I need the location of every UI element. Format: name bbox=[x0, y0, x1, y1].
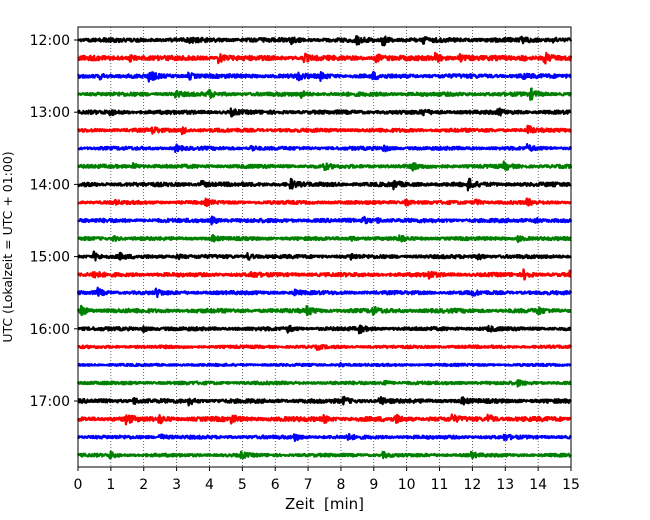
x-tick-label: 7 bbox=[304, 477, 313, 493]
x-axis: 0 1 2 3 4 5 6 7 8 9 10 11 12 13 14 15 bbox=[74, 467, 580, 493]
trace-line bbox=[76, 107, 572, 118]
trace-line bbox=[77, 87, 573, 101]
grid-lines bbox=[110, 27, 539, 467]
trace-line bbox=[77, 361, 572, 368]
x-tick-label: 2 bbox=[139, 477, 148, 493]
x-tick-label: 5 bbox=[238, 477, 247, 493]
x-axis-label: Zeit [min] bbox=[285, 495, 364, 513]
x-tick-label: 8 bbox=[336, 477, 345, 493]
x-tick-label: 11 bbox=[431, 477, 449, 493]
x-tick-label: 10 bbox=[398, 477, 416, 493]
x-tick-label: 3 bbox=[172, 477, 181, 493]
trace-line bbox=[77, 197, 572, 208]
y-axis-label: UTC (Lokalzeit = UTC + 01:00) bbox=[0, 151, 15, 342]
x-tick-label: 6 bbox=[271, 477, 280, 493]
trace-line bbox=[77, 450, 572, 460]
trace-line bbox=[77, 268, 572, 281]
trace-line bbox=[76, 432, 573, 443]
x-tick-label: 1 bbox=[106, 477, 115, 493]
trace-line bbox=[77, 70, 572, 83]
x-tick-label: 4 bbox=[205, 477, 214, 493]
trace-line bbox=[77, 160, 573, 172]
x-tick-label: 14 bbox=[529, 477, 547, 493]
y-tick-label: 16:00 bbox=[30, 322, 70, 338]
trace-line bbox=[76, 379, 572, 388]
trace-line bbox=[77, 250, 572, 262]
seismogram-traces bbox=[76, 34, 573, 460]
y-tick-label: 13:00 bbox=[30, 105, 70, 121]
y-tick-label: 14:00 bbox=[30, 177, 70, 193]
trace-line bbox=[77, 343, 573, 351]
trace-line bbox=[77, 143, 573, 153]
x-tick-label: 0 bbox=[74, 477, 83, 493]
trace-line bbox=[76, 304, 572, 317]
trace-line bbox=[76, 413, 572, 426]
trace-line bbox=[77, 51, 573, 65]
trace-line bbox=[77, 324, 572, 335]
x-tick-label: 12 bbox=[463, 477, 481, 493]
trace-line bbox=[77, 234, 572, 244]
trace-line bbox=[76, 124, 572, 136]
trace-line bbox=[76, 286, 573, 299]
y-tick-label: 15:00 bbox=[30, 250, 70, 266]
x-tick-label: 9 bbox=[369, 477, 378, 493]
x-tick-label: 13 bbox=[496, 477, 514, 493]
trace-line bbox=[76, 34, 573, 47]
plot-frame bbox=[77, 26, 572, 468]
trace-line bbox=[77, 215, 573, 226]
trace-line bbox=[77, 177, 572, 192]
x-tick-label: 15 bbox=[562, 477, 580, 493]
y-tick-label: 17:00 bbox=[30, 394, 70, 410]
y-tick-label: 12:00 bbox=[30, 33, 70, 49]
y-axis: 12:00 13:00 14:00 15:00 16:00 17:00 bbox=[30, 33, 78, 410]
trace-line bbox=[77, 395, 572, 407]
